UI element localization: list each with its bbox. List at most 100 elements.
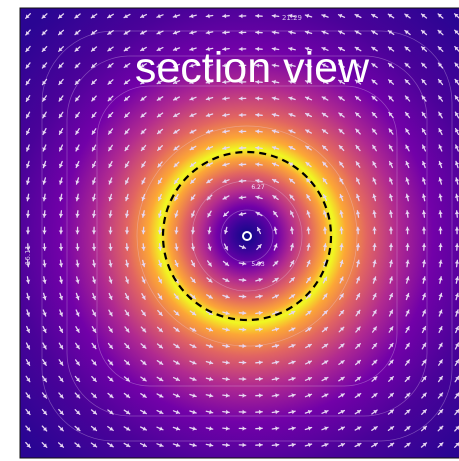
vector-arrow-head — [225, 393, 230, 398]
vector-arrow-head — [125, 146, 129, 151]
vector-arrow-head — [58, 312, 64, 316]
vector-arrow-head — [306, 227, 311, 231]
vector-arrow-head — [223, 195, 227, 200]
vector-arrow-head — [209, 426, 213, 431]
vector-arrow-head — [175, 442, 180, 448]
vector-arrow-head — [42, 147, 47, 151]
vector-arrow-head — [258, 376, 263, 382]
vector-arrow-head — [108, 196, 113, 201]
vector-arrow-head — [92, 344, 96, 349]
vector-arrow-head — [438, 210, 443, 215]
vector-arrow-head — [191, 262, 195, 267]
vector-arrow-head — [107, 47, 112, 51]
vector-arrow-head — [340, 410, 345, 414]
vector-arrow-head — [223, 230, 229, 234]
vector-arrow-head — [175, 409, 180, 415]
vector-arrow-head — [26, 130, 30, 135]
vector-arrow-head — [25, 197, 31, 201]
vector-arrow-head — [140, 96, 145, 101]
vector-arrow-head — [307, 327, 312, 332]
vector-arrow-head — [42, 14, 46, 19]
vector-arrow-head — [272, 46, 276, 52]
vector-arrow-head — [75, 344, 80, 349]
vector-arrow-head — [255, 63, 260, 68]
vector-arrow-head — [372, 260, 377, 264]
vector-arrow-head — [355, 112, 360, 117]
vector-arrow-head — [289, 195, 294, 199]
vector-arrow-head — [190, 246, 196, 251]
vector-arrow-head — [422, 426, 427, 431]
vector-arrow-head — [42, 279, 47, 284]
vector-arrow-head — [275, 442, 279, 448]
vector-arrow-head — [406, 426, 410, 431]
vector-arrow-head — [322, 30, 326, 35]
vector-arrow-head — [258, 360, 263, 365]
vector-arrow-head — [290, 311, 295, 315]
vector-arrow-head — [275, 360, 279, 365]
vector-arrow-head — [206, 146, 211, 151]
vector-arrow-head — [92, 312, 96, 316]
vector-arrow-head — [455, 112, 459, 117]
vector-arrow-head — [59, 113, 63, 118]
vector-arrow-head — [59, 328, 63, 333]
vector-arrow-head — [289, 146, 293, 150]
vector-arrow-head — [158, 311, 163, 316]
vector-arrow-head — [107, 14, 112, 18]
vector-arrow-head — [59, 443, 64, 448]
vector-arrow-head — [290, 277, 295, 282]
vector-arrow-head — [75, 394, 80, 398]
vector-arrow-head — [454, 276, 459, 281]
vector-arrow-head — [422, 128, 426, 133]
vector-arrow-head — [58, 246, 64, 251]
vector-arrow-head — [141, 311, 146, 316]
vector-arrow-head — [208, 343, 213, 349]
vector-arrow-head — [322, 227, 328, 231]
vector-arrow-head — [388, 112, 393, 117]
vector-arrow-head — [124, 263, 130, 267]
vector-arrow-head — [323, 360, 328, 365]
vector-arrow-head — [255, 30, 260, 35]
vector-arrow-head — [173, 96, 178, 101]
vector-arrow-head — [288, 96, 293, 101]
vector-arrow-head — [373, 393, 377, 398]
vector-arrow-head — [26, 443, 31, 448]
vector-arrow-head — [174, 179, 179, 184]
vector-arrow-head — [389, 443, 394, 447]
vector-arrow-head — [455, 376, 459, 381]
vector-arrow-head — [355, 227, 361, 231]
vector-arrow-head — [388, 210, 394, 215]
vector-arrow-head — [455, 442, 459, 447]
vector-arrow-head — [225, 327, 230, 332]
vector-arrow-head — [242, 360, 246, 365]
vector-arrow-head — [372, 293, 377, 298]
vector-arrow-head — [173, 80, 178, 85]
vector-arrow-head — [91, 246, 97, 251]
vector-arrow-head — [421, 243, 427, 248]
vector-arrow-head — [142, 393, 147, 398]
vector-arrow-head — [372, 360, 377, 364]
vector-arrow-head — [422, 393, 427, 397]
vector-arrow-head — [371, 14, 376, 18]
vector-arrow-head — [339, 194, 344, 199]
vector-arrow-head — [405, 63, 409, 68]
vector-arrow-head — [405, 326, 410, 331]
vector-arrow-head — [26, 394, 30, 399]
vector-arrow-head — [124, 230, 130, 234]
vector-arrow-head — [288, 79, 293, 85]
vector-arrow-head — [404, 14, 409, 18]
vector-arrow-head — [92, 426, 97, 431]
vector-arrow-head — [75, 113, 80, 118]
vector-arrow-head — [256, 212, 260, 216]
vector-arrow-head — [357, 443, 361, 447]
vector-arrow-head — [454, 227, 459, 231]
vector-arrow-head — [108, 113, 113, 118]
vector-arrow-head — [355, 30, 359, 35]
vector-arrow-head — [124, 279, 130, 284]
vector-arrow-head — [373, 410, 378, 414]
vector-arrow-head — [422, 112, 426, 117]
vector-arrow-head — [305, 13, 310, 19]
vector-arrow-head — [222, 63, 227, 68]
vector-arrow-head — [26, 328, 31, 333]
vector-arrow-head — [272, 162, 277, 167]
vector-arrow-head — [222, 13, 227, 19]
